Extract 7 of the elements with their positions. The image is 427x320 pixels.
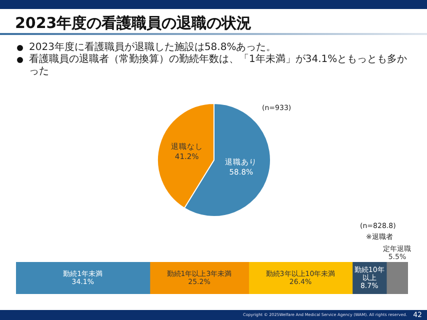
- text: 看護職員の退職者（常勤換算）の勤続年数は、「1年未満」が34.1%ともっとも多かった: [15, 54, 415, 78]
- bar: [386, 262, 408, 294]
- bar: [16, 262, 150, 294]
- bar: [149, 262, 250, 294]
- chart-title: 2023年度の看護職員の退職の状況: [15, 14, 252, 33]
- bar: [248, 262, 353, 294]
- text: 2023年度に看護職員が退職した施設は58.8%あった。: [15, 42, 415, 54]
